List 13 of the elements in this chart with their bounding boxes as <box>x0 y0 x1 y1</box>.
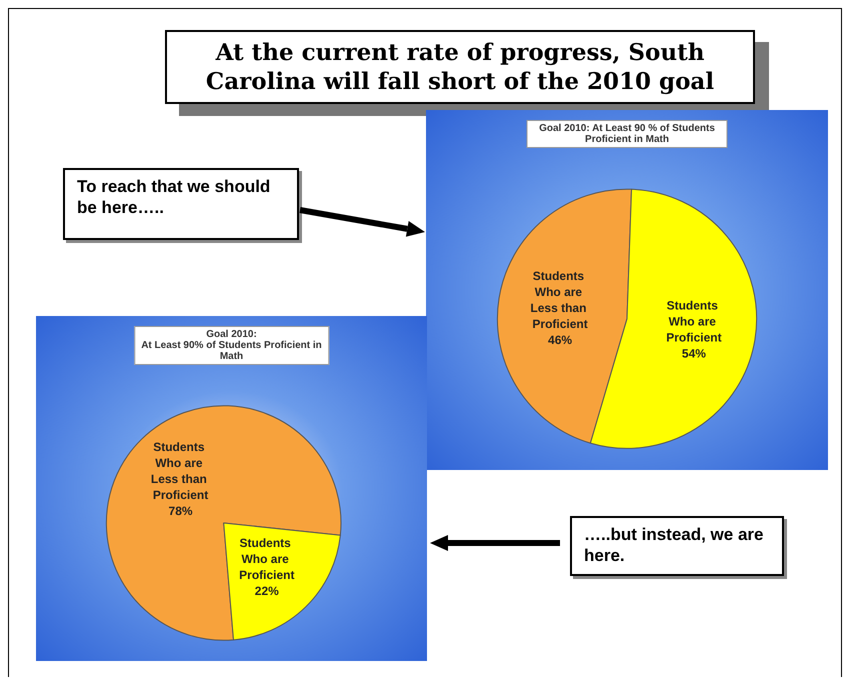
data-label: 22% <box>254 584 280 598</box>
chart-title: Goal 2010: At Least 90 % of Students Proficient in Math <box>526 120 728 148</box>
chart-title: Goal 2010: At Least 90% of Students Proficient in Math <box>134 326 330 365</box>
slice-label: Students Who are Proficient <box>666 298 722 345</box>
data-label: 78% <box>168 504 193 518</box>
data-label: 46% <box>548 332 572 347</box>
slice-label: Students Who are Less than Proficient <box>530 268 590 331</box>
slice-label: Students Who are Proficient <box>239 536 294 582</box>
text: …..but instead, we are here. <box>570 516 784 576</box>
text: To reach that we should be here….. <box>63 168 299 240</box>
text: At the current rate of progress, South Carolina will fall short of the 2010 goal <box>165 30 755 104</box>
data-label: 54% <box>682 346 706 361</box>
slice-label: Students Who are Less than Proficient <box>150 440 210 502</box>
